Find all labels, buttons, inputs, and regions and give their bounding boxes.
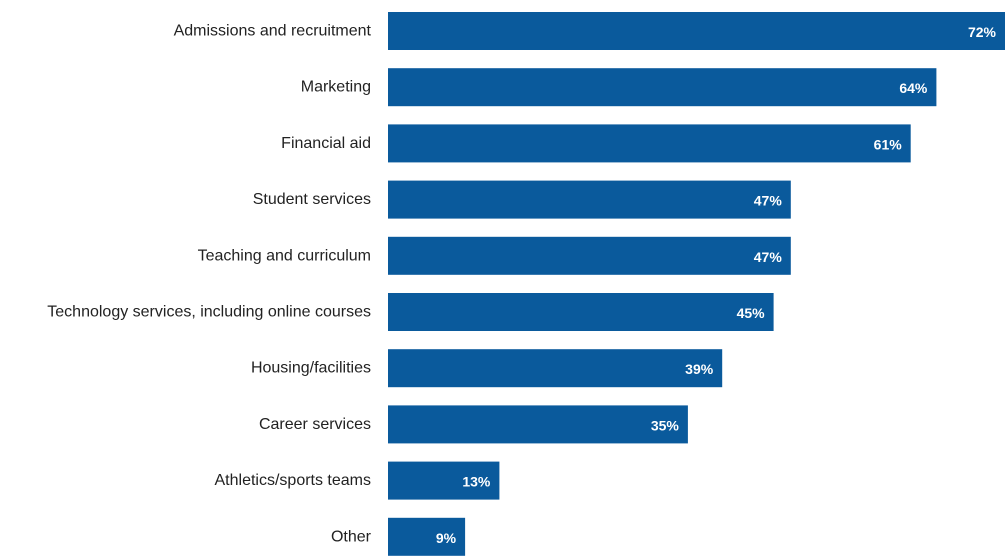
bar-9 xyxy=(388,517,466,556)
category-label-8: Athletics/sports teams xyxy=(215,472,372,489)
value-label-3: 47% xyxy=(754,193,783,209)
bar-7 xyxy=(388,405,688,444)
bar-6 xyxy=(388,349,723,388)
category-label-0: Admissions and recruitment xyxy=(174,23,372,40)
bar-8 xyxy=(388,461,500,500)
value-label-4: 47% xyxy=(754,249,783,265)
value-labels-group: 72% 64% 61% 47% 47% 45% 39% 35% 13% 9% xyxy=(436,24,997,546)
value-label-6: 39% xyxy=(685,361,714,377)
bar-1 xyxy=(388,68,937,107)
category-label-7: Career services xyxy=(259,416,371,433)
category-label-3: Student services xyxy=(253,191,371,208)
value-label-9: 9% xyxy=(436,530,457,546)
bars-group xyxy=(388,12,1005,556)
bar-4 xyxy=(388,236,791,275)
category-label-2: Financial aid xyxy=(281,135,371,152)
value-label-0: 72% xyxy=(968,24,997,40)
value-label-2: 61% xyxy=(874,136,903,152)
category-label-9: Other xyxy=(331,528,372,545)
bar-5 xyxy=(388,293,774,331)
category-labels-group: Admissions and recruitment Marketing Finan… xyxy=(47,23,371,546)
bar-3 xyxy=(388,180,791,219)
category-label-1: Marketing xyxy=(301,79,371,96)
category-label-6: Housing/facilities xyxy=(251,360,371,377)
bar-0 xyxy=(388,12,1005,50)
value-label-8: 13% xyxy=(462,474,491,490)
bar-2 xyxy=(388,124,911,163)
value-label-1: 64% xyxy=(899,80,928,96)
category-label-4: Teaching and curriculum xyxy=(198,247,371,264)
value-label-5: 45% xyxy=(737,305,766,321)
category-label-5: Technology services, including online co… xyxy=(47,304,371,321)
value-label-7: 35% xyxy=(651,417,680,433)
